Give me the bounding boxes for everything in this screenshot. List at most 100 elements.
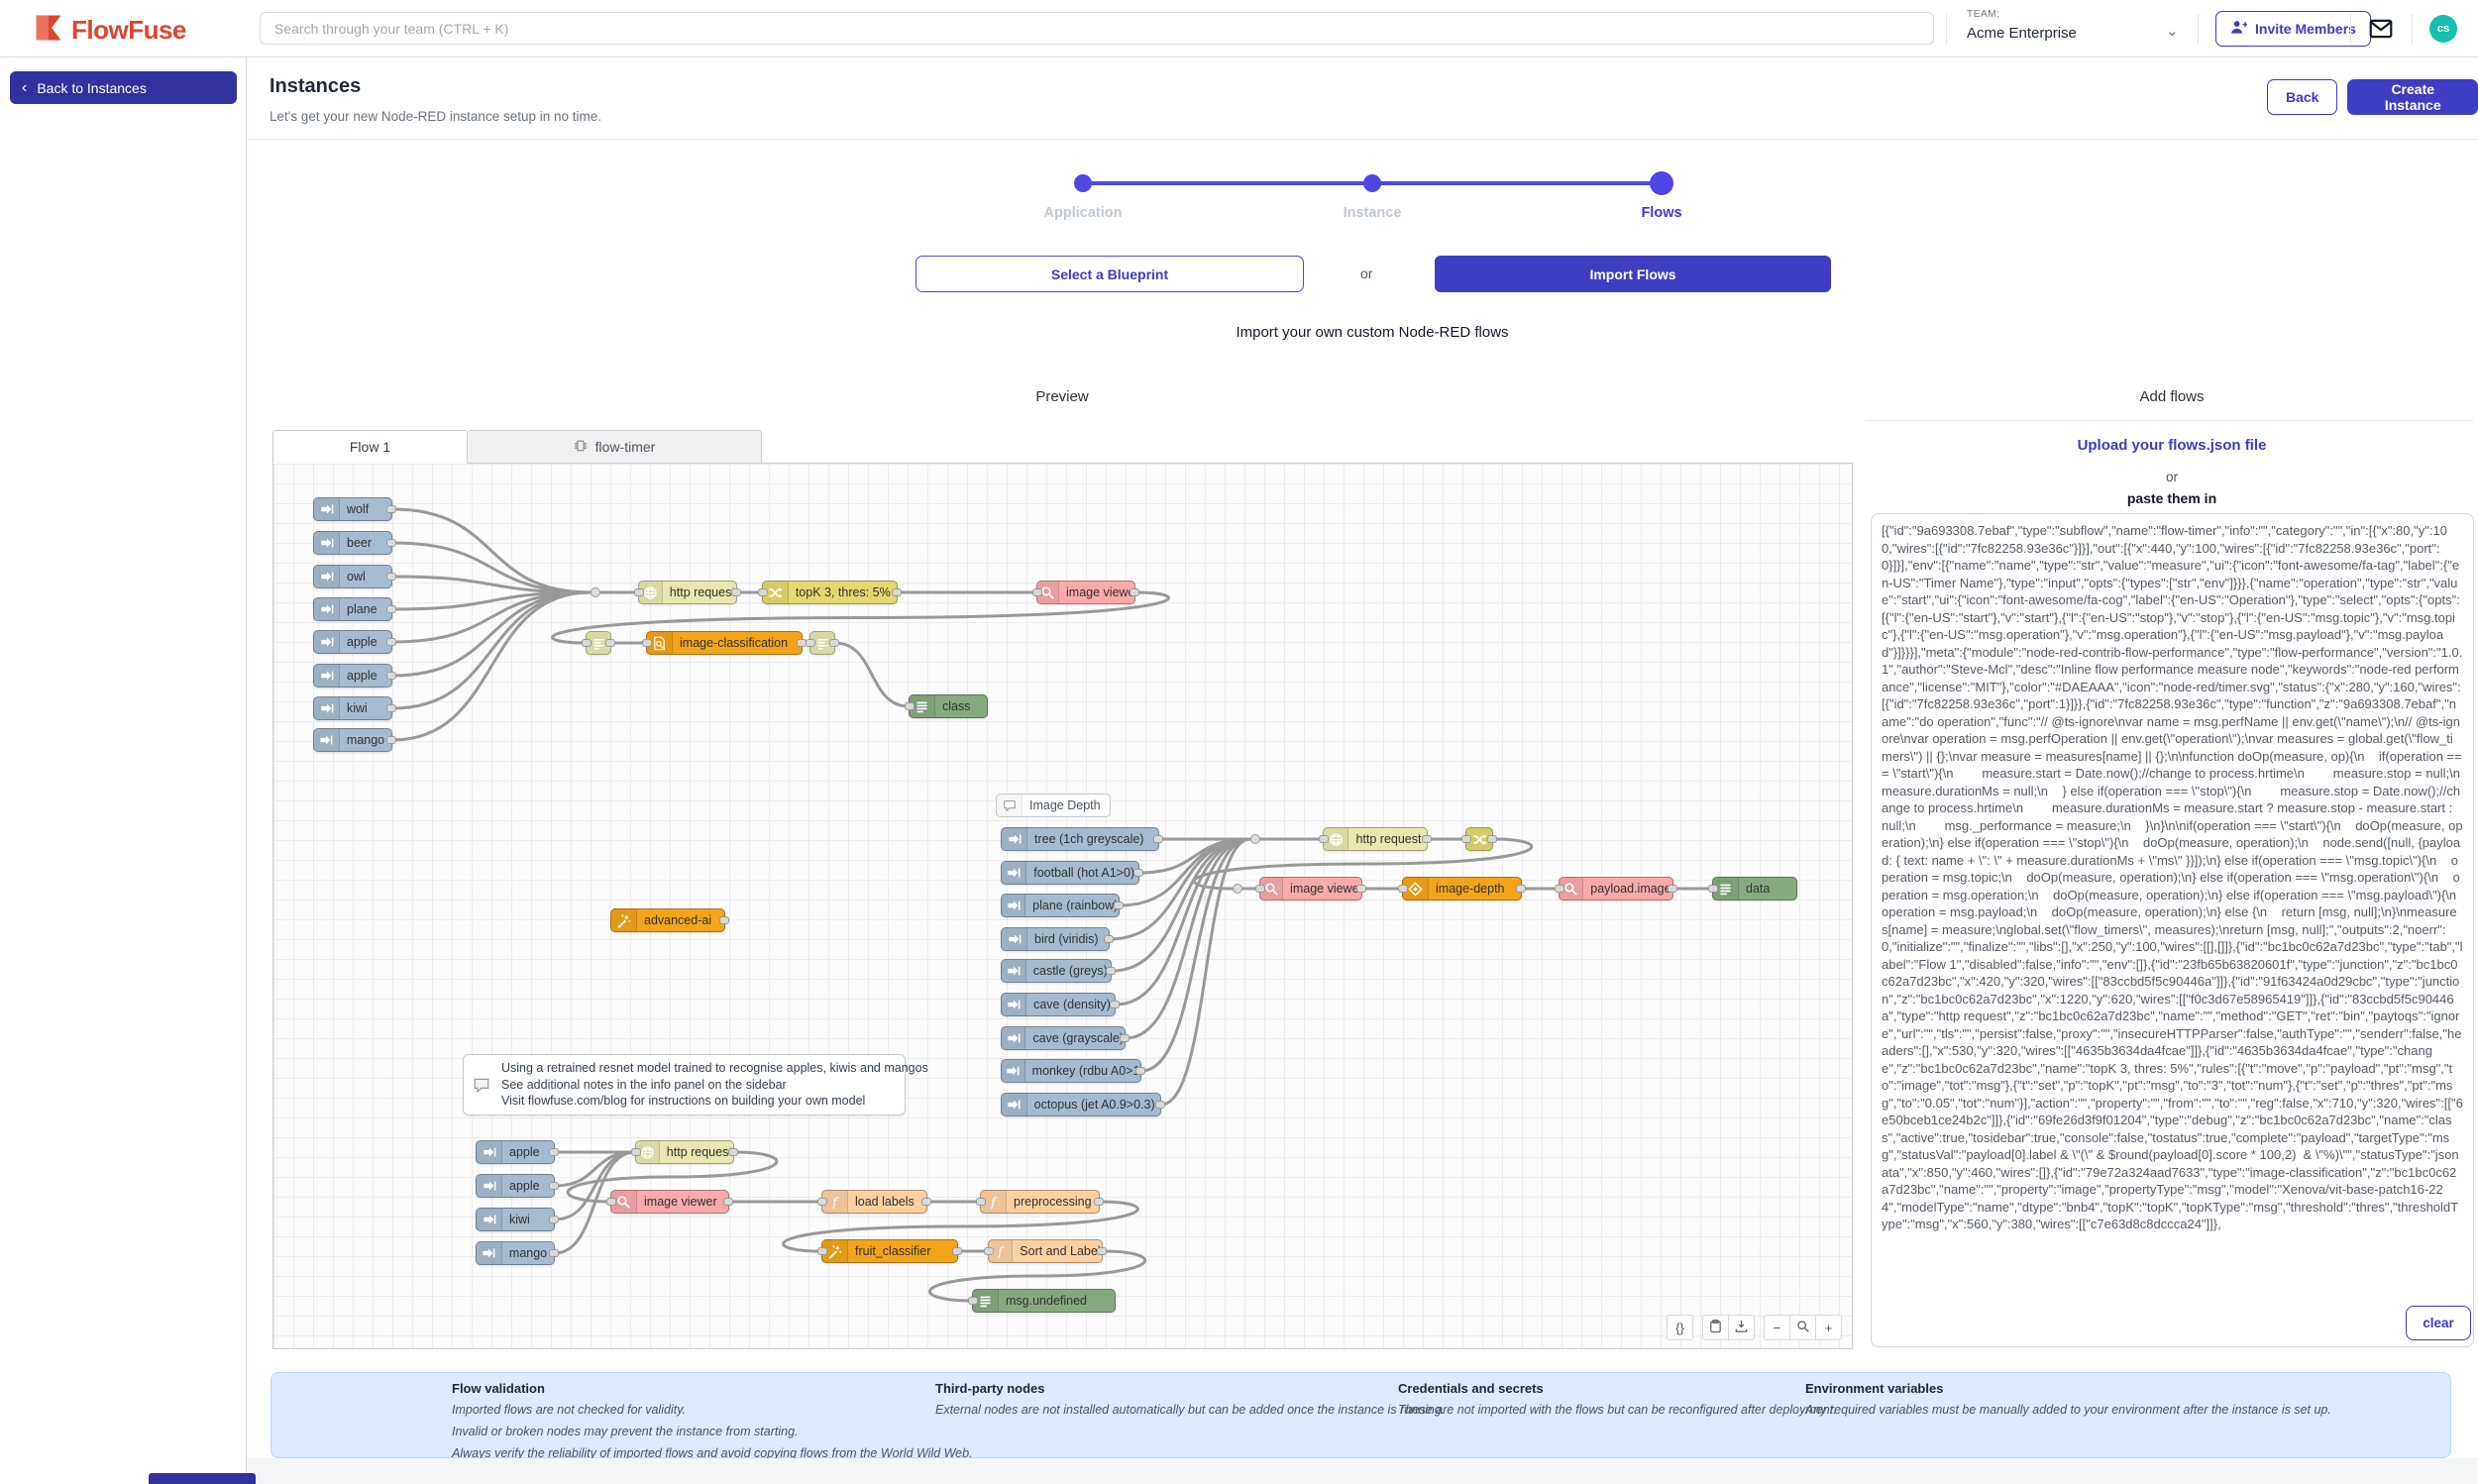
node-output-port[interactable] xyxy=(1110,1001,1120,1008)
node-input-port[interactable] xyxy=(631,1148,641,1156)
node-input-port[interactable] xyxy=(634,588,644,596)
flow-node-preprocessing[interactable]: f preprocessing xyxy=(976,1190,1104,1214)
node-output-port[interactable] xyxy=(1356,885,1366,893)
flow-node-mango[interactable]: mango xyxy=(313,728,396,752)
flow-node-football-hot-a1-0-[interactable]: football (hot A1>0) xyxy=(1001,861,1143,885)
flow-node-image-viewer[interactable]: image viewer xyxy=(1032,581,1139,604)
flow-node-class[interactable]: class xyxy=(905,694,988,718)
flow-node-plane[interactable]: plane xyxy=(313,597,396,621)
flow-node-mango[interactable]: mango xyxy=(476,1241,559,1265)
flow-node-http-request[interactable]: http request xyxy=(634,581,741,604)
node-output-port[interactable] xyxy=(1153,835,1163,843)
node-output-port[interactable] xyxy=(892,588,902,596)
node-output-port[interactable] xyxy=(549,1249,559,1257)
flow-node-octopus-jet-a0-9-0-3-[interactable]: octopus (jet A0.9>0.3) xyxy=(1001,1093,1165,1116)
node-output-port[interactable] xyxy=(1516,885,1526,893)
node-output-port[interactable] xyxy=(1668,885,1677,893)
notifications-mail-button[interactable] xyxy=(2368,16,2394,42)
node-input-port[interactable] xyxy=(1398,885,1408,893)
node-input-port[interactable] xyxy=(642,639,652,647)
avatar[interactable]: cs xyxy=(2429,15,2457,43)
node-input-port[interactable] xyxy=(1555,885,1564,893)
download-button[interactable] xyxy=(1728,1315,1755,1340)
flow-node-apple[interactable]: apple xyxy=(313,664,396,688)
node-output-port[interactable] xyxy=(386,539,396,547)
node-input-port[interactable] xyxy=(817,1247,827,1255)
node-output-port[interactable] xyxy=(719,916,729,924)
flow-node-owl[interactable]: owl xyxy=(313,565,396,588)
flows-json-textarea[interactable]: [{"id":"9a693308.7ebaf","type":"subflow"… xyxy=(1871,513,2474,1347)
flow-node-payload-image[interactable]: payload.image xyxy=(1555,877,1677,901)
tab-flow-timer[interactable]: flow-timer xyxy=(468,430,762,464)
node-output-port[interactable] xyxy=(1094,1198,1104,1206)
node-output-port[interactable] xyxy=(386,638,396,646)
view-json-button[interactable]: {} xyxy=(1667,1315,1693,1340)
node-output-port[interactable] xyxy=(1120,1034,1130,1042)
flow-node-pale[interactable] xyxy=(582,631,615,655)
flow-node-beer[interactable]: beer xyxy=(313,531,396,555)
node-output-port[interactable] xyxy=(549,1148,559,1156)
flow-node-image-viewer[interactable]: image viewer xyxy=(606,1190,733,1214)
node-output-port[interactable] xyxy=(731,588,741,596)
chevron-down-icon[interactable]: ⌄ xyxy=(2166,23,2179,40)
node-input-port[interactable] xyxy=(1319,835,1329,843)
node-input-port[interactable] xyxy=(758,588,768,596)
node-output-port[interactable] xyxy=(386,605,396,613)
flow-node-advanced-ai[interactable]: advanced-ai xyxy=(610,908,729,932)
node-output-port[interactable] xyxy=(1130,588,1139,596)
flow-comment-box[interactable]: Using a retrained resnet model trained t… xyxy=(463,1054,928,1115)
flow-node-fruit-classifier[interactable]: fruit_classifier xyxy=(817,1239,962,1263)
node-input-port[interactable] xyxy=(606,1198,616,1206)
flow-node-sort-and-label[interactable]: f Sort and Label xyxy=(984,1239,1107,1263)
node-input-port[interactable] xyxy=(1032,588,1042,596)
search-input[interactable] xyxy=(260,12,1934,45)
clear-button[interactable]: clear xyxy=(2406,1306,2471,1340)
flow-node-kiwi[interactable]: kiwi xyxy=(476,1208,559,1231)
flow-node-image-depth[interactable]: Image Depth xyxy=(996,794,1111,817)
stepper-dot-instance[interactable] xyxy=(1363,174,1381,192)
node-output-port[interactable] xyxy=(549,1216,559,1223)
zoom-in-button[interactable]: + xyxy=(1815,1315,1842,1340)
zoom-reset-button[interactable] xyxy=(1789,1315,1816,1340)
node-output-port[interactable] xyxy=(386,672,396,680)
node-output-port[interactable] xyxy=(723,1198,733,1206)
node-output-port[interactable] xyxy=(1106,967,1116,975)
node-output-port[interactable] xyxy=(386,736,396,744)
flow-node-pale[interactable] xyxy=(806,631,839,655)
flow-node-cave-grayscale-[interactable]: cave (grayscale) xyxy=(1001,1026,1130,1050)
zoom-out-button[interactable]: − xyxy=(1764,1315,1790,1340)
flow-node-cave-density-[interactable]: cave (density) xyxy=(1001,993,1120,1016)
node-output-port[interactable] xyxy=(1114,901,1124,909)
flow-node-monkey-rdbu-a0-1-[interactable]: monkey (rdbu A0>1) xyxy=(1001,1059,1145,1083)
flow-canvas[interactable]: wolf beer owl plane apple apple kiwi mango http … xyxy=(272,463,1853,1349)
flow-node-http-request[interactable]: http request xyxy=(1319,827,1432,851)
node-output-port[interactable] xyxy=(1133,869,1143,877)
flow-node-apple[interactable]: apple xyxy=(476,1174,559,1198)
back-button[interactable]: Back xyxy=(2267,79,2338,115)
flow-node-image-viewer[interactable]: image viewer xyxy=(1255,877,1366,901)
node-output-port[interactable] xyxy=(386,505,396,513)
node-output-port[interactable] xyxy=(549,1182,559,1190)
node-output-port[interactable] xyxy=(605,639,615,647)
node-output-port[interactable] xyxy=(386,704,396,712)
flow-node-tree-1ch-greyscale-[interactable]: tree (1ch greyscale) xyxy=(1001,827,1163,851)
flow-node-wolf[interactable]: wolf xyxy=(313,497,396,521)
stepper-dot-flows[interactable] xyxy=(1650,171,1673,195)
flow-node-msg-undefined[interactable]: msg.undefined xyxy=(968,1289,1116,1313)
node-output-port[interactable] xyxy=(1104,935,1114,943)
stepper-dot-application[interactable] xyxy=(1074,174,1092,192)
flow-node-plane-rainbow-[interactable]: plane (rainbow) xyxy=(1001,894,1124,917)
node-output-port[interactable] xyxy=(829,639,839,647)
invite-members-button[interactable]: Invite Members xyxy=(2215,11,2371,47)
import-flows-button[interactable]: Import Flows xyxy=(1435,256,1831,292)
node-output-port[interactable] xyxy=(921,1198,931,1206)
flowfuse-logo[interactable]: FlowFuse xyxy=(34,13,186,48)
node-input-port[interactable] xyxy=(1461,835,1471,843)
select-blueprint-button[interactable]: Select a Blueprint xyxy=(916,256,1304,292)
node-output-port[interactable] xyxy=(1097,1247,1107,1255)
flow-node-load-labels[interactable]: f load labels xyxy=(817,1190,931,1214)
upload-flows-link[interactable]: Upload your flows.json file xyxy=(2077,437,2267,454)
node-input-port[interactable] xyxy=(817,1198,827,1206)
flow-node-data[interactable]: data xyxy=(1708,877,1797,901)
node-output-port[interactable] xyxy=(1155,1101,1165,1109)
